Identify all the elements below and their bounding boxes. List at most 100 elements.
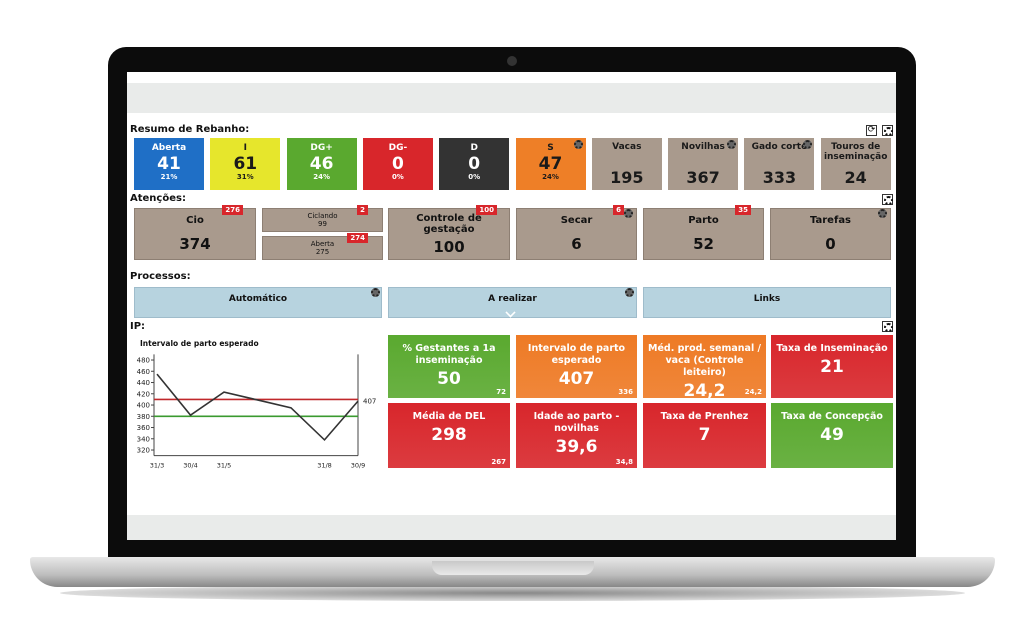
y-tick-label: 320 — [137, 447, 150, 455]
attention-tile[interactable]: Ciclando 99 2 — [262, 205, 383, 232]
badge: 100 — [476, 205, 497, 215]
gear-icon[interactable] — [625, 288, 634, 297]
gear-icon[interactable] — [371, 288, 380, 297]
refresh-button[interactable]: ⟳ — [866, 125, 877, 136]
kpi-tile[interactable]: Idade ao parto - novilhas 39,6 34,8 — [516, 403, 637, 468]
tile-label: DG- — [388, 143, 408, 153]
kpi-label: Taxa de Concepção — [781, 411, 883, 422]
end-value-label: 407 — [363, 398, 376, 406]
section-title: Processos: — [130, 271, 191, 282]
screen: Resumo de Rebanho: ⟳ Aberta 41 21% I 61 31% DG+ 4… — [127, 72, 896, 540]
attention-tile[interactable]: Aberta 275 274 — [262, 233, 383, 260]
attention-tile[interactable]: Cio 374 276 — [134, 205, 256, 260]
tile-label: I — [243, 143, 247, 153]
kpi-label: % Gestantes a 1a inseminação — [402, 343, 496, 366]
gear-icon[interactable] — [878, 209, 887, 218]
herd-tile[interactable]: Gado corte 333 — [744, 138, 815, 190]
herd-tile[interactable]: S 47 24% — [515, 138, 586, 190]
x-tick-label: 30/9 — [351, 462, 366, 470]
kpi-value: 21 — [820, 357, 844, 377]
kpi-value: 24,2 — [683, 381, 726, 401]
process-button[interactable]: Automático — [134, 287, 382, 318]
chart-title: Intervalo de parto esperado — [140, 339, 259, 348]
tile-value: 367 — [686, 168, 720, 187]
section-title: IP: — [130, 321, 146, 332]
y-tick-label: 360 — [137, 424, 150, 432]
badge: 35 — [735, 205, 751, 215]
badge: 274 — [347, 233, 368, 243]
kpi-secondary: 24,2 — [744, 388, 762, 396]
base-notch — [432, 561, 594, 575]
y-tick-label: 340 — [137, 435, 150, 443]
section-title: Resumo de Rebanho: — [130, 124, 250, 135]
tile-label: Novilhas — [681, 142, 725, 152]
kpi-tile[interactable]: Taxa de Inseminação 21 — [771, 335, 893, 398]
tile-percent: 24% — [313, 173, 330, 181]
kpi-label: Intervalo de parto esperado — [527, 343, 626, 366]
kpi-tile[interactable]: Taxa de Concepção 49 — [771, 403, 893, 468]
x-tick-label: 31/8 — [317, 462, 332, 470]
attention-tile[interactable]: Controle de gestação 100 100 — [388, 205, 510, 260]
herd-tile[interactable]: D 0 0% — [439, 138, 510, 190]
gear-icon — [884, 196, 893, 205]
gear-icon[interactable] — [727, 140, 736, 149]
process-button[interactable]: Links — [643, 287, 891, 318]
herd-tile[interactable]: Aberta 41 21% — [134, 138, 204, 190]
gear-icon — [884, 127, 893, 136]
process-button[interactable]: A realizar — [388, 287, 637, 318]
section-title: Atenções: — [130, 193, 186, 204]
tile-label: Ciclando — [307, 212, 338, 220]
badge: 6 — [613, 205, 624, 215]
herd-tile[interactable]: DG- 0 0% — [362, 138, 433, 190]
kpi-tile[interactable]: Média de DEL 298 267 — [388, 403, 510, 468]
settings-button[interactable] — [882, 321, 893, 332]
herd-tile[interactable]: Touros de inseminação 24 — [820, 138, 891, 190]
kpi-value: 39,6 — [555, 437, 598, 457]
kpi-value: 50 — [437, 369, 461, 389]
tile-label: Gado corte — [751, 142, 808, 152]
tile-label: S — [547, 143, 554, 153]
kpi-label: Idade ao parto - novilhas — [533, 411, 620, 434]
tile-value: 0 — [468, 154, 481, 174]
kpi-tile[interactable]: Taxa de Prenhez 7 — [643, 403, 766, 468]
kpi-label: Taxa de Inseminação — [776, 343, 888, 354]
tile-value: 100 — [433, 237, 465, 256]
tile-value: 52 — [693, 234, 714, 253]
attention-tile[interactable]: Parto 52 35 — [643, 205, 764, 260]
y-tick-label: 460 — [137, 368, 150, 376]
kpi-value: 407 — [558, 369, 595, 389]
badge: 2 — [357, 205, 368, 215]
camera — [507, 56, 517, 66]
kpi-tile[interactable]: % Gestantes a 1a inseminação 50 72 — [388, 335, 510, 398]
settings-button[interactable] — [882, 125, 893, 136]
gear-icon[interactable] — [803, 140, 812, 149]
tile-label: D — [470, 143, 478, 153]
tile-label: Touros de inseminação — [823, 142, 888, 162]
attention-tile[interactable]: Tarefas 0 — [770, 208, 891, 260]
tile-value: 6 — [571, 234, 582, 253]
tile-value: 0 — [825, 234, 836, 253]
herd-tile[interactable]: Vacas 195 — [591, 138, 662, 190]
tile-value: 275 — [315, 248, 330, 256]
tile-value: 41 — [157, 154, 181, 174]
tile-value: 46 — [309, 154, 334, 174]
gear-icon[interactable] — [624, 209, 633, 218]
bottom-bar — [127, 515, 896, 540]
kpi-label: Méd. prod. semanal / vaca (Controle leit… — [648, 343, 761, 378]
tile-value: 195 — [610, 168, 644, 187]
kpi-tile[interactable]: Méd. prod. semanal / vaca (Controle leit… — [643, 335, 766, 401]
tile-label: Controle de gestação — [416, 212, 482, 235]
tile-percent: 24% — [542, 173, 559, 181]
herd-tile[interactable]: I 61 31% — [210, 138, 281, 190]
gear-icon[interactable] — [574, 140, 583, 149]
attention-tile[interactable]: Secar 6 6 — [516, 205, 637, 260]
kpi-tile[interactable]: Intervalo de parto esperado 407 336 — [516, 335, 637, 398]
tile-value: 99 — [318, 220, 327, 228]
x-tick-label: 31/5 — [217, 462, 232, 470]
kpi-value: 7 — [698, 425, 711, 445]
herd-tile[interactable]: DG+ 46 24% — [286, 138, 357, 190]
herd-tile[interactable]: Novilhas 367 — [668, 138, 739, 190]
kpi-secondary: 34,8 — [615, 458, 633, 466]
tile-label: Tarefas — [809, 215, 852, 227]
settings-button[interactable] — [882, 194, 893, 205]
